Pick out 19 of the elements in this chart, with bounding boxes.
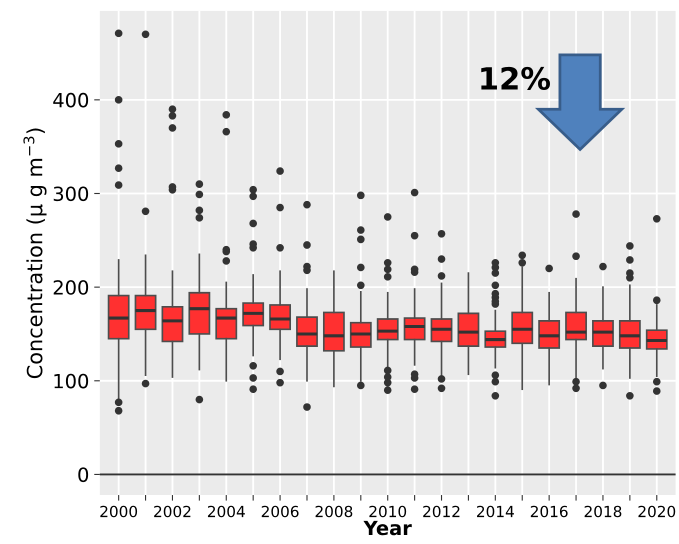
x-tick-label: 2012: [423, 506, 460, 518]
x-tick-label: 2008: [316, 506, 352, 518]
x-tick-label: 2002: [154, 506, 190, 518]
y-tick-label: 200: [54, 280, 88, 295]
x-tick-label: 2006: [262, 506, 299, 518]
y-tick-label: 100: [54, 374, 88, 388]
x-tick-label: 2004: [208, 506, 245, 518]
x-tick-label: 2014: [477, 506, 514, 518]
x-tick-label: 2010: [369, 506, 406, 518]
x-tick-label: 2020: [638, 506, 676, 518]
x-tick-label: 2000: [100, 506, 138, 518]
x-tick-label: 2018: [584, 506, 622, 518]
annotation: 12%: [481, 66, 550, 90]
y-tick-label: 400: [53, 92, 88, 108]
x-tick-label: 2016: [530, 506, 568, 518]
x-axis-title: Year: [363, 520, 412, 536]
y-axis-title: Concentration (μ g m$^{−3}$): [23, 128, 47, 378]
y-tick-label: 300: [54, 186, 88, 202]
y-tick-label: 0: [78, 467, 88, 482]
